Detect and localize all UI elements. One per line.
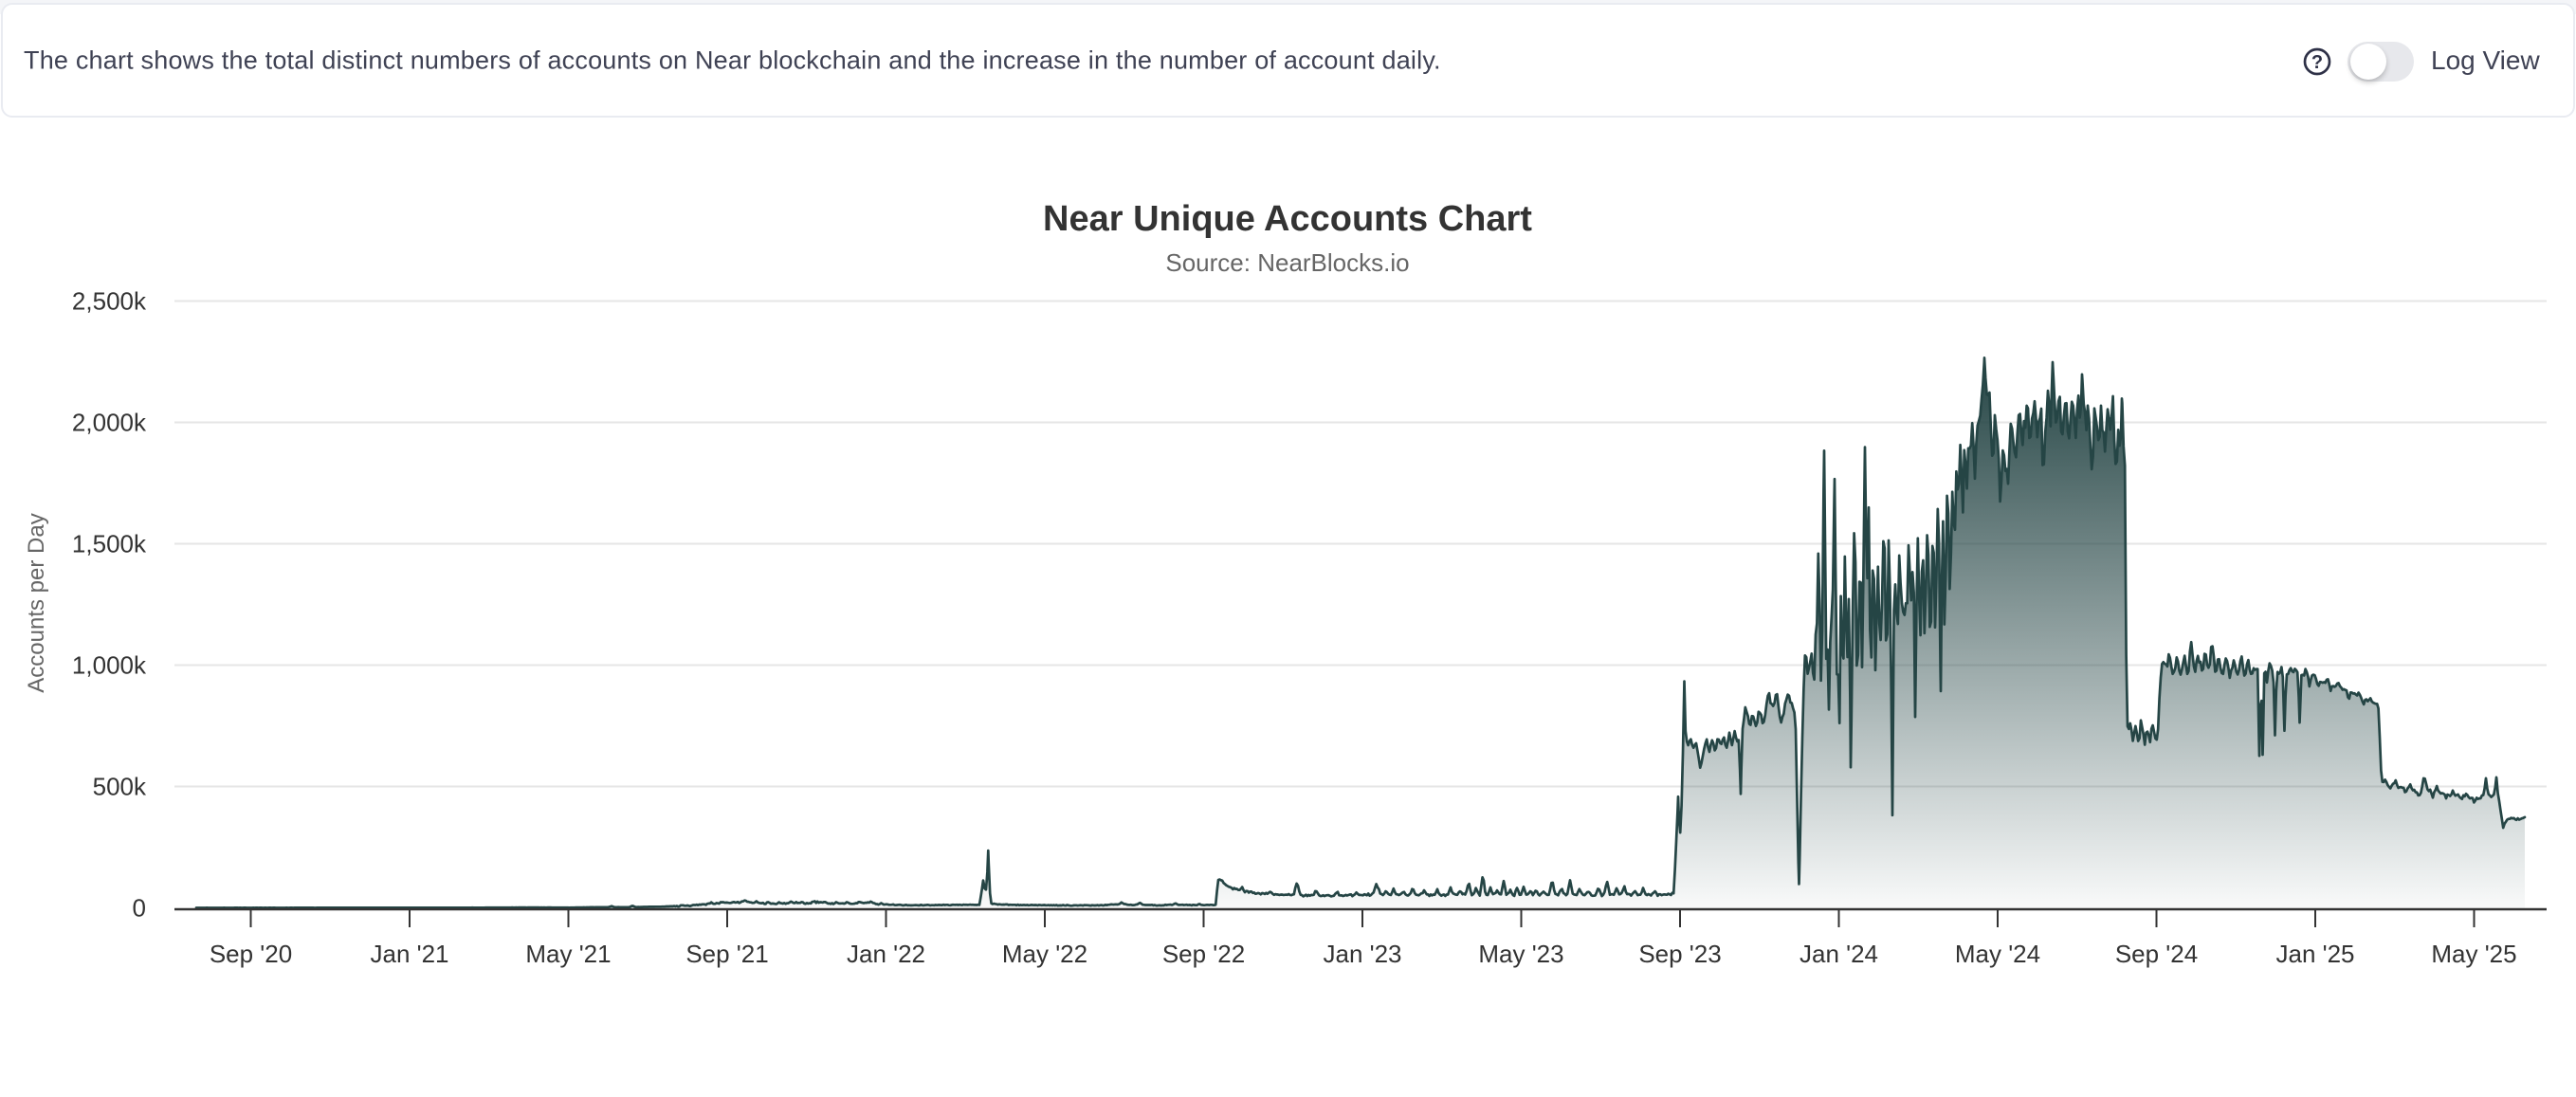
- svg-text:1,500k: 1,500k: [72, 530, 147, 558]
- svg-text:Sep '20: Sep '20: [210, 940, 292, 968]
- svg-text:Jan '25: Jan '25: [2275, 940, 2354, 968]
- svg-text:2,000k: 2,000k: [72, 409, 147, 437]
- svg-text:May '21: May '21: [525, 940, 611, 968]
- svg-text:Sep '21: Sep '21: [685, 940, 768, 968]
- svg-text:Sep '23: Sep '23: [1638, 940, 1721, 968]
- svg-text:Jan '23: Jan '23: [1323, 940, 1401, 968]
- svg-text:?: ?: [2311, 52, 2323, 73]
- svg-text:2,500k: 2,500k: [72, 287, 147, 316]
- svg-text:500k: 500k: [93, 773, 147, 801]
- svg-text:Jan '24: Jan '24: [1800, 940, 1878, 968]
- svg-text:Jan '22: Jan '22: [847, 940, 925, 968]
- svg-text:Sep '22: Sep '22: [1162, 940, 1245, 968]
- svg-text:Jan '21: Jan '21: [370, 940, 448, 968]
- svg-text:Accounts per Day: Accounts per Day: [24, 513, 49, 692]
- svg-text:May '22: May '22: [1002, 940, 1087, 968]
- svg-text:Source: NearBlocks.io: Source: NearBlocks.io: [1165, 248, 1409, 277]
- svg-text:May '24: May '24: [1955, 940, 2040, 968]
- svg-text:May '23: May '23: [1478, 940, 1563, 968]
- svg-text:Sep '24: Sep '24: [2115, 940, 2198, 968]
- svg-text:May '25: May '25: [2431, 940, 2516, 968]
- svg-text:Near Unique Accounts Chart: Near Unique Accounts Chart: [1043, 199, 1532, 239]
- svg-text:1,000k: 1,000k: [72, 651, 147, 680]
- svg-text:0: 0: [133, 894, 146, 923]
